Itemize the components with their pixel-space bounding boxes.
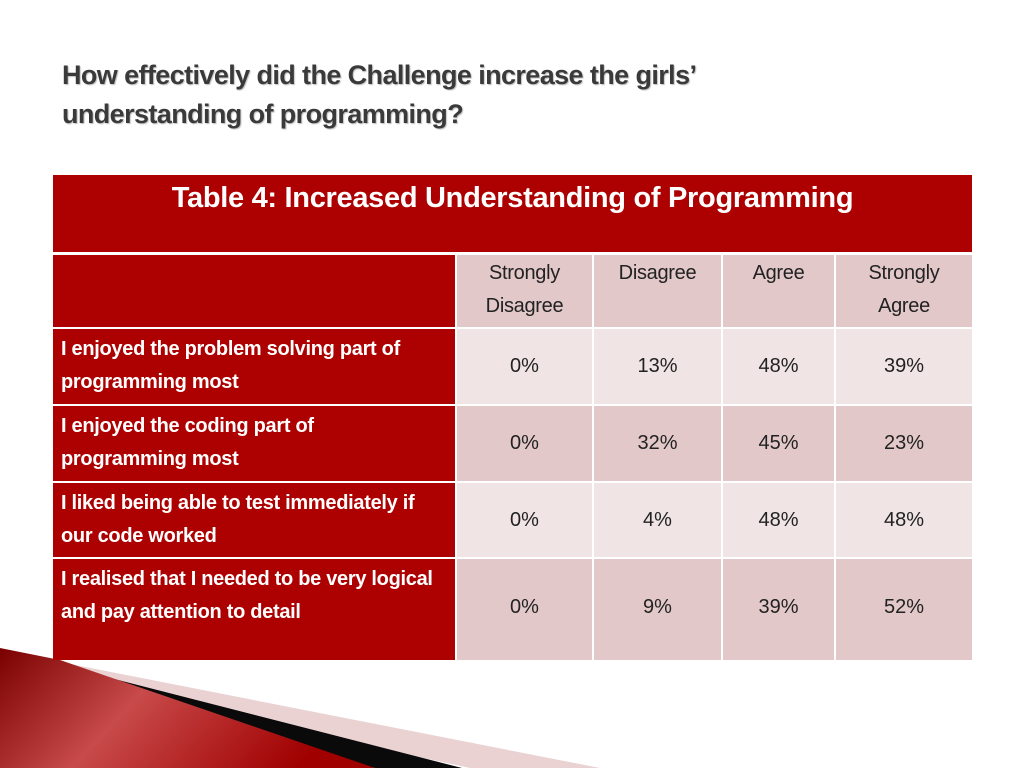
table-cell: 48% — [723, 329, 834, 404]
header-blank-cell — [53, 255, 455, 327]
swoosh-red-wedge — [0, 648, 375, 768]
table-caption: Table 4: Increased Understanding of Prog… — [53, 175, 972, 252]
table-cell: 9% — [594, 559, 721, 660]
table-cell: 0% — [457, 483, 592, 557]
swoosh-black-band — [40, 660, 462, 768]
row-label: I enjoyed the coding part of programming… — [53, 406, 455, 481]
table-cell: 48% — [836, 483, 972, 557]
table-cell: 0% — [457, 406, 592, 481]
column-header: Strongly Disagree — [457, 255, 592, 327]
column-header: Disagree — [594, 255, 721, 327]
table-cell: 45% — [723, 406, 834, 481]
swoosh-pink-strip — [60, 662, 600, 768]
table-cell: 32% — [594, 406, 721, 481]
table-cell: 39% — [723, 559, 834, 660]
table-cell: 13% — [594, 329, 721, 404]
column-header: Agree — [723, 255, 834, 327]
column-header: Strongly Agree — [836, 255, 972, 327]
table-cell: 48% — [723, 483, 834, 557]
slide-title: How effectively did the Challenge increa… — [62, 60, 696, 129]
row-label: I liked being able to test immediately i… — [53, 483, 455, 557]
row-label: I realised that I needed to be very logi… — [53, 559, 455, 660]
table-cell: 0% — [457, 329, 592, 404]
row-label: I enjoyed the problem solving part of pr… — [53, 329, 455, 404]
table-cell: 0% — [457, 559, 592, 660]
table-cell: 52% — [836, 559, 972, 660]
table-cell: 23% — [836, 406, 972, 481]
table-cell: 4% — [594, 483, 721, 557]
table-cell: 39% — [836, 329, 972, 404]
